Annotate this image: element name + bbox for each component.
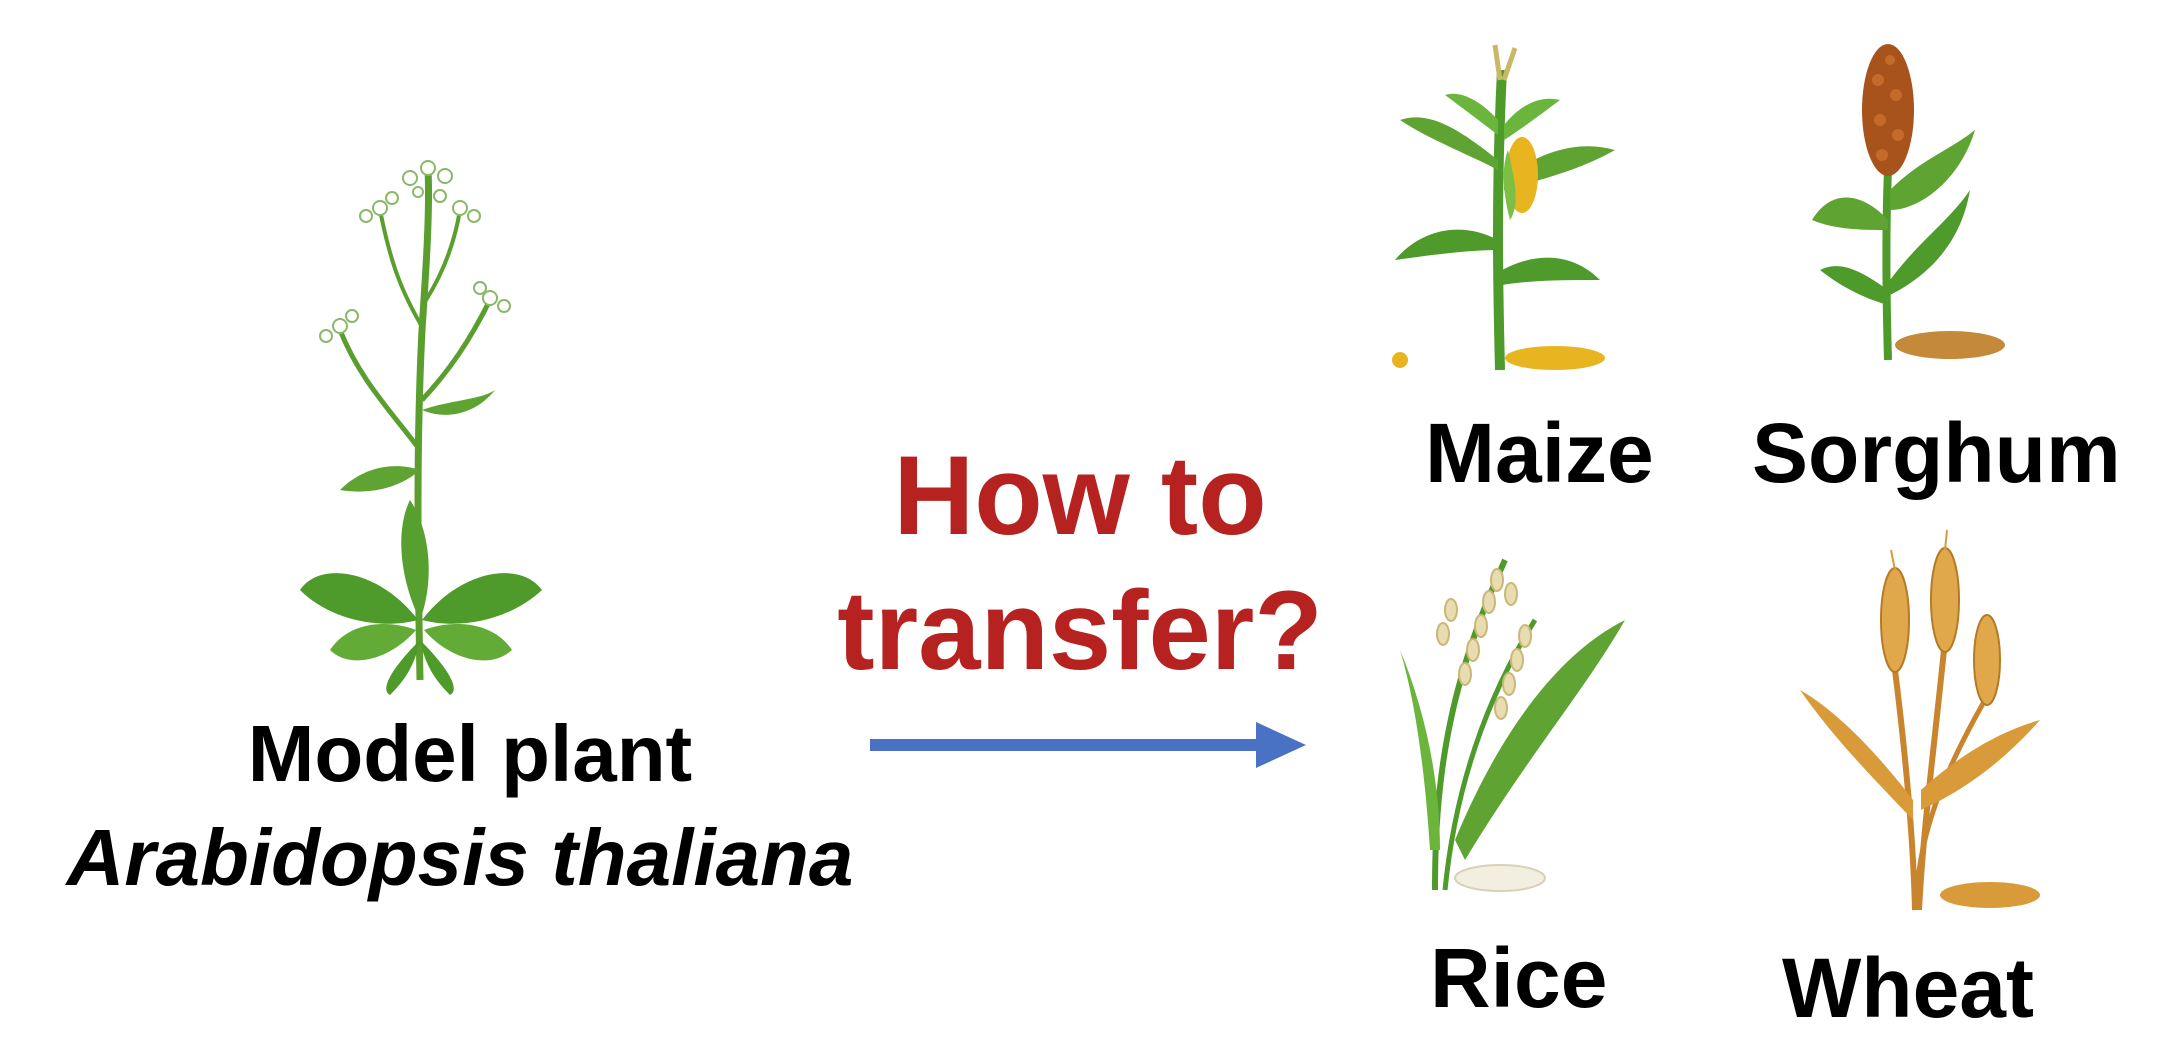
model-plant-title: Model plant [247,709,693,798]
transfer-question-line1: How to [893,433,1267,558]
sorghum-icon [1812,44,2005,361]
crop-label-sorghum: Sorghum [1752,406,2121,500]
arabidopsis-icon [300,160,542,695]
maize-icon [1392,44,1615,371]
crop-label-rice: Rice [1430,931,1608,1025]
transfer-arrow [870,722,1306,768]
model-plant-species: Arabidopsis thaliana [66,813,854,902]
rice-icon [1400,558,1625,892]
crop-label-wheat: Wheat [1782,941,2034,1035]
wheat-icon [1800,529,2040,911]
transfer-question-line2: transfer? [837,568,1323,693]
crop-label-maize: Maize [1425,406,1654,500]
